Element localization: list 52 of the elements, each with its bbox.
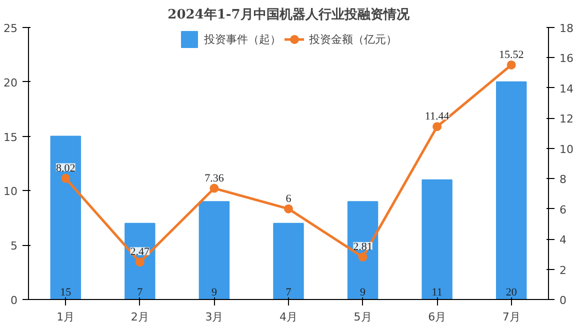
bar [198, 201, 230, 300]
y2-tick-label: 18 [560, 22, 574, 35]
data-label: 6 [286, 192, 292, 205]
x-tick-label: 6月 [428, 310, 446, 324]
point [506, 60, 516, 70]
x-tick-label: 7月 [502, 310, 520, 324]
bar [496, 81, 527, 300]
y-tick-label: 25 [4, 22, 18, 35]
x-tick-label: 5月 [354, 310, 372, 324]
bar [124, 222, 156, 300]
bar [422, 179, 452, 300]
y-tick-label: 20 [4, 76, 18, 90]
y2-tick-label: 8 [560, 173, 566, 186]
data-label: 11 [432, 286, 442, 298]
data-label: 8.02 [56, 162, 76, 174]
y-tick-label: 5 [10, 240, 18, 253]
data-label: 11.44 [424, 110, 450, 123]
bar [273, 222, 304, 300]
data-label: 7 [286, 286, 292, 298]
y-tick-label: 10 [4, 185, 18, 198]
y2-tick-label: 4 [560, 234, 566, 247]
point [61, 174, 70, 183]
point [358, 252, 368, 262]
y2-tick-label: 2 [560, 264, 566, 277]
data-label: 9 [211, 286, 218, 298]
legend-label: 投资金额（亿元） [309, 32, 397, 46]
x-tick-label: 1月 [56, 310, 75, 324]
chart-title: 2024年1-7月中国机器人行业投融资情况 [168, 8, 410, 22]
point [432, 122, 442, 132]
y2-tick-label: 16 [560, 52, 574, 66]
y2-tick-label: 14 [560, 82, 574, 96]
point [135, 258, 144, 267]
point [210, 184, 219, 193]
y2-tick-label: 6 [560, 203, 566, 216]
data-label: 15 [60, 286, 72, 298]
point [284, 204, 293, 214]
data-label: 7.36 [204, 172, 224, 184]
legend-label: 投资事件（起） [204, 32, 281, 46]
bar [347, 201, 378, 300]
y2-tick-label: 10 [560, 142, 574, 156]
x-tick-label: 3月 [205, 310, 224, 324]
data-label: 9 [360, 286, 366, 298]
data-label: 15.52 [498, 48, 524, 61]
bar [50, 136, 81, 300]
data-label: 20 [506, 286, 518, 298]
y-tick-label: 15 [4, 130, 18, 144]
y2-tick-label: 12 [560, 112, 574, 126]
data-label: 7 [137, 286, 144, 298]
x-tick-label: 2月 [130, 310, 149, 324]
x-tick-label: 4月 [280, 310, 298, 324]
y2-tick-label: 0 [560, 294, 566, 307]
y-tick-label: 0 [10, 294, 18, 307]
